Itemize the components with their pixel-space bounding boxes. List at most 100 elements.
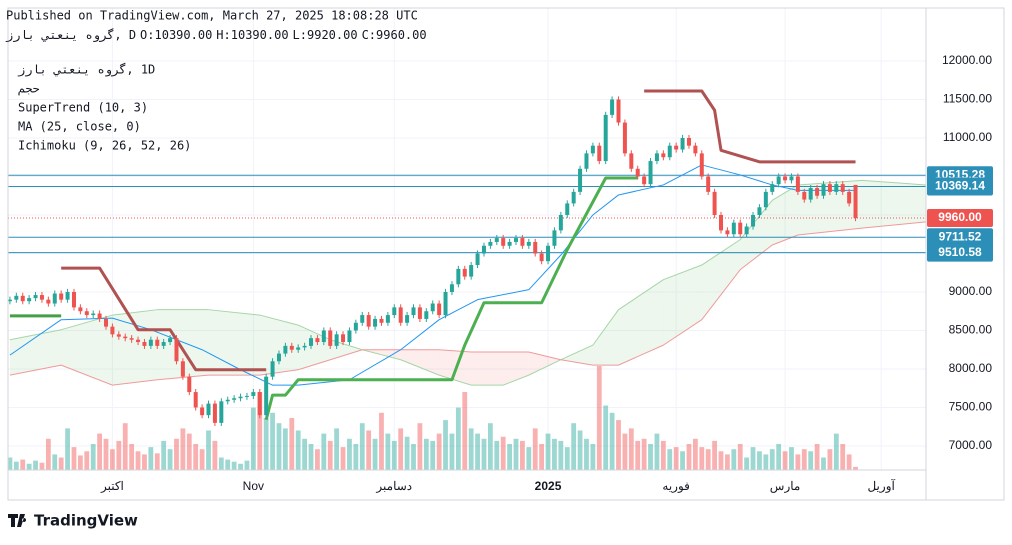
volume-bar: [347, 438, 352, 470]
candle-body: [59, 293, 64, 300]
volume-bar: [680, 451, 685, 470]
volume-bar: [487, 423, 493, 470]
volume-bar: [321, 433, 327, 470]
volume-bar: [699, 447, 705, 470]
price-label-box: [927, 177, 993, 196]
candle-body: [136, 339, 141, 343]
candle-body: [744, 226, 749, 235]
candle-body: [584, 153, 589, 169]
volume-bar: [801, 449, 807, 470]
published: Published on TradingView.com, March 27, …: [6, 9, 418, 23]
volume-bar: [282, 428, 288, 470]
volume-bar: [436, 433, 442, 470]
y-tick-label: 11000.00: [943, 130, 992, 144]
candle-body: [232, 398, 237, 400]
price-label: 9510.58: [938, 245, 982, 259]
volume-bar: [161, 440, 167, 470]
candle-body: [104, 318, 109, 327]
candle-body: [827, 184, 832, 192]
candle-body: [84, 311, 89, 316]
volume-bar: [26, 463, 32, 470]
x-tick-label: Nov: [243, 479, 264, 493]
volume-bar: [295, 430, 301, 470]
candle-body: [251, 392, 256, 396]
candle-body: [405, 315, 410, 323]
cloud-fill: [61, 315, 113, 386]
candle-body: [392, 307, 397, 316]
volume-bar: [782, 451, 788, 470]
candle-body: [385, 315, 390, 323]
candle-body: [379, 318, 384, 323]
volume-bar: [359, 423, 365, 470]
candle-body: [475, 253, 480, 266]
volume-bar: [180, 428, 186, 470]
volume-bar: [174, 438, 179, 470]
candle-body: [257, 392, 262, 416]
candle-body: [789, 176, 794, 181]
candle-body: [373, 318, 378, 327]
cloud-fill: [503, 352, 529, 386]
candle-body: [712, 191, 717, 215]
candle-body: [65, 291, 70, 300]
candle-body: [347, 330, 352, 343]
volume-bar: [206, 430, 211, 470]
candle-body: [571, 191, 576, 204]
volume-bar: [846, 454, 852, 470]
candle-body: [667, 145, 672, 158]
volume-bar: [129, 444, 135, 470]
candle-body: [821, 184, 826, 196]
volume-bar: [289, 418, 295, 470]
volume-bar: [430, 440, 436, 470]
volume-bar: [776, 444, 782, 470]
candle-body: [751, 214, 756, 227]
price-label: 10369.14: [935, 179, 985, 193]
cloud-fill: [471, 352, 504, 386]
volume-bar: [660, 440, 666, 470]
volume-bar: [45, 438, 51, 470]
volume-bar: [827, 449, 833, 470]
supertrend-line: [264, 176, 638, 421]
volume-bar: [571, 423, 577, 470]
volume-bar: [654, 433, 660, 470]
candle-body: [622, 122, 627, 154]
volume-bar: [596, 366, 602, 470]
ohlc-value: 9920.00: [307, 28, 358, 42]
volume-bar: [449, 433, 455, 470]
y-tick-label: 8000.00: [949, 361, 993, 375]
volume-bar: [366, 430, 372, 470]
x-tick-label: 2025: [535, 479, 562, 493]
candle-body: [514, 238, 519, 242]
volume-bar: [193, 444, 199, 470]
volume-bar: [763, 454, 769, 470]
x-tick-label: آوریل: [867, 478, 895, 493]
price-label-box: [927, 228, 993, 247]
price-label-box: [927, 209, 993, 228]
candle-body: [360, 315, 365, 323]
volume-bar: [622, 433, 628, 470]
candle-body: [590, 145, 595, 154]
candle-body: [244, 395, 249, 397]
ohlc-key: C:: [362, 28, 376, 42]
cloud-fill: [772, 184, 798, 246]
volume-bar: [33, 460, 38, 470]
candle-body: [462, 268, 467, 277]
volume-bar: [520, 440, 525, 470]
volume-bar: [263, 418, 269, 470]
candle-body: [283, 345, 288, 354]
volume-bar: [443, 420, 448, 470]
candle-body: [565, 203, 570, 215]
candle-body: [411, 307, 416, 316]
cloud-fill: [618, 279, 664, 366]
legend-entry: Ichimoku (9, 26, 52, 26): [18, 139, 191, 153]
volume-bar: [417, 423, 423, 470]
volume-bar: [186, 433, 192, 470]
candle-body: [20, 295, 25, 302]
volume-bar: [750, 447, 756, 470]
volume-bar: [334, 428, 340, 470]
candle-body: [193, 392, 198, 408]
volume-bar: [616, 420, 621, 470]
volume-bar: [814, 444, 820, 470]
cloud-fill: [663, 265, 702, 346]
candle-body: [27, 298, 32, 302]
